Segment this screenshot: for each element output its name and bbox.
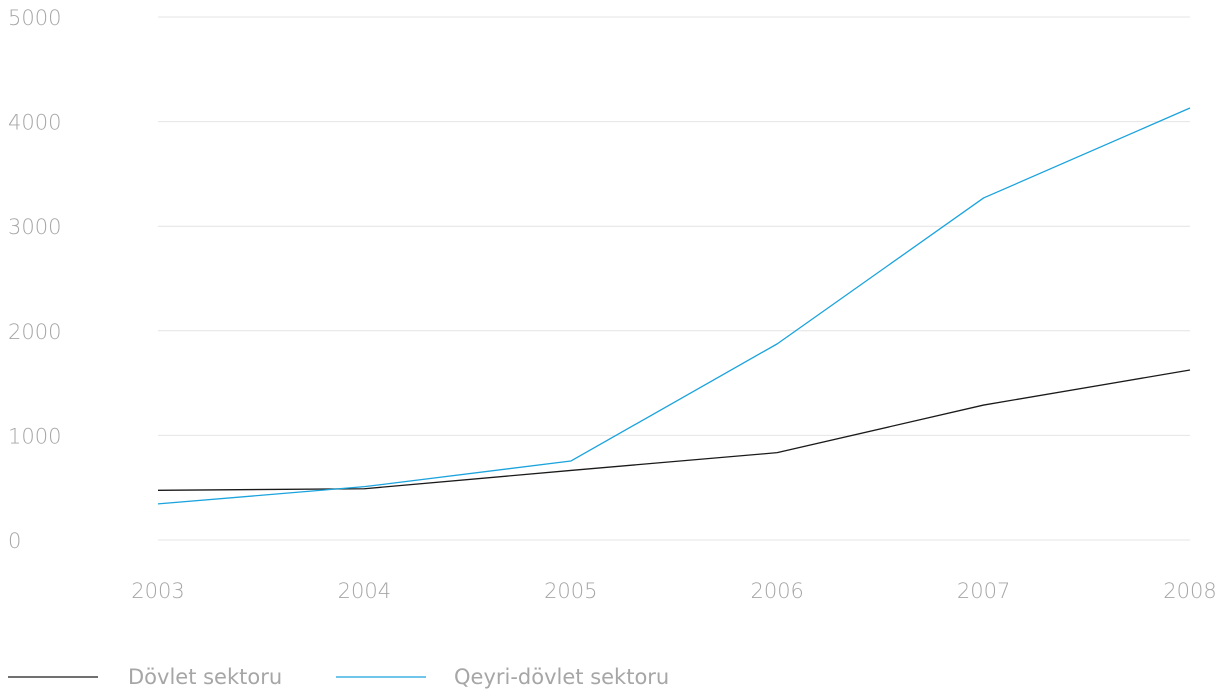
x-tick-label-2004: 2004 xyxy=(338,579,391,603)
series-lines xyxy=(157,107,1191,505)
y-tick-label-3000: 3000 xyxy=(8,215,61,239)
series-line-0 xyxy=(157,369,1191,491)
y-tick-label-0: 0 xyxy=(8,529,21,553)
x-tick-label-2006: 2006 xyxy=(750,579,803,603)
x-axis-tick-labels: 2003 2004 2005 2006 2007 2008 xyxy=(131,579,1216,603)
x-tick-label-2005: 2005 xyxy=(544,579,597,603)
legend-label-qeyri-dovlet-sektoru: Qeyri-dövlet sektoru xyxy=(454,665,669,689)
series-line-1 xyxy=(157,107,1191,505)
legend-label-dovlet-sektoru: Dövlet sektoru xyxy=(128,665,282,689)
y-tick-label-1000: 1000 xyxy=(8,424,61,448)
y-tick-label-2000: 2000 xyxy=(8,320,61,344)
x-tick-label-2003: 2003 xyxy=(131,579,184,603)
legend: Dövlet sektoru Qeyri-dövlet sektoru xyxy=(8,665,669,689)
x-tick-label-2007: 2007 xyxy=(957,579,1010,603)
y-tick-label-5000: 5000 xyxy=(8,6,61,30)
gridlines xyxy=(158,16,1190,541)
y-axis-tick-labels: 0 1000 2000 3000 4000 5000 xyxy=(8,6,61,553)
y-tick-label-4000: 4000 xyxy=(8,111,61,135)
x-tick-label-2008: 2008 xyxy=(1163,579,1216,603)
